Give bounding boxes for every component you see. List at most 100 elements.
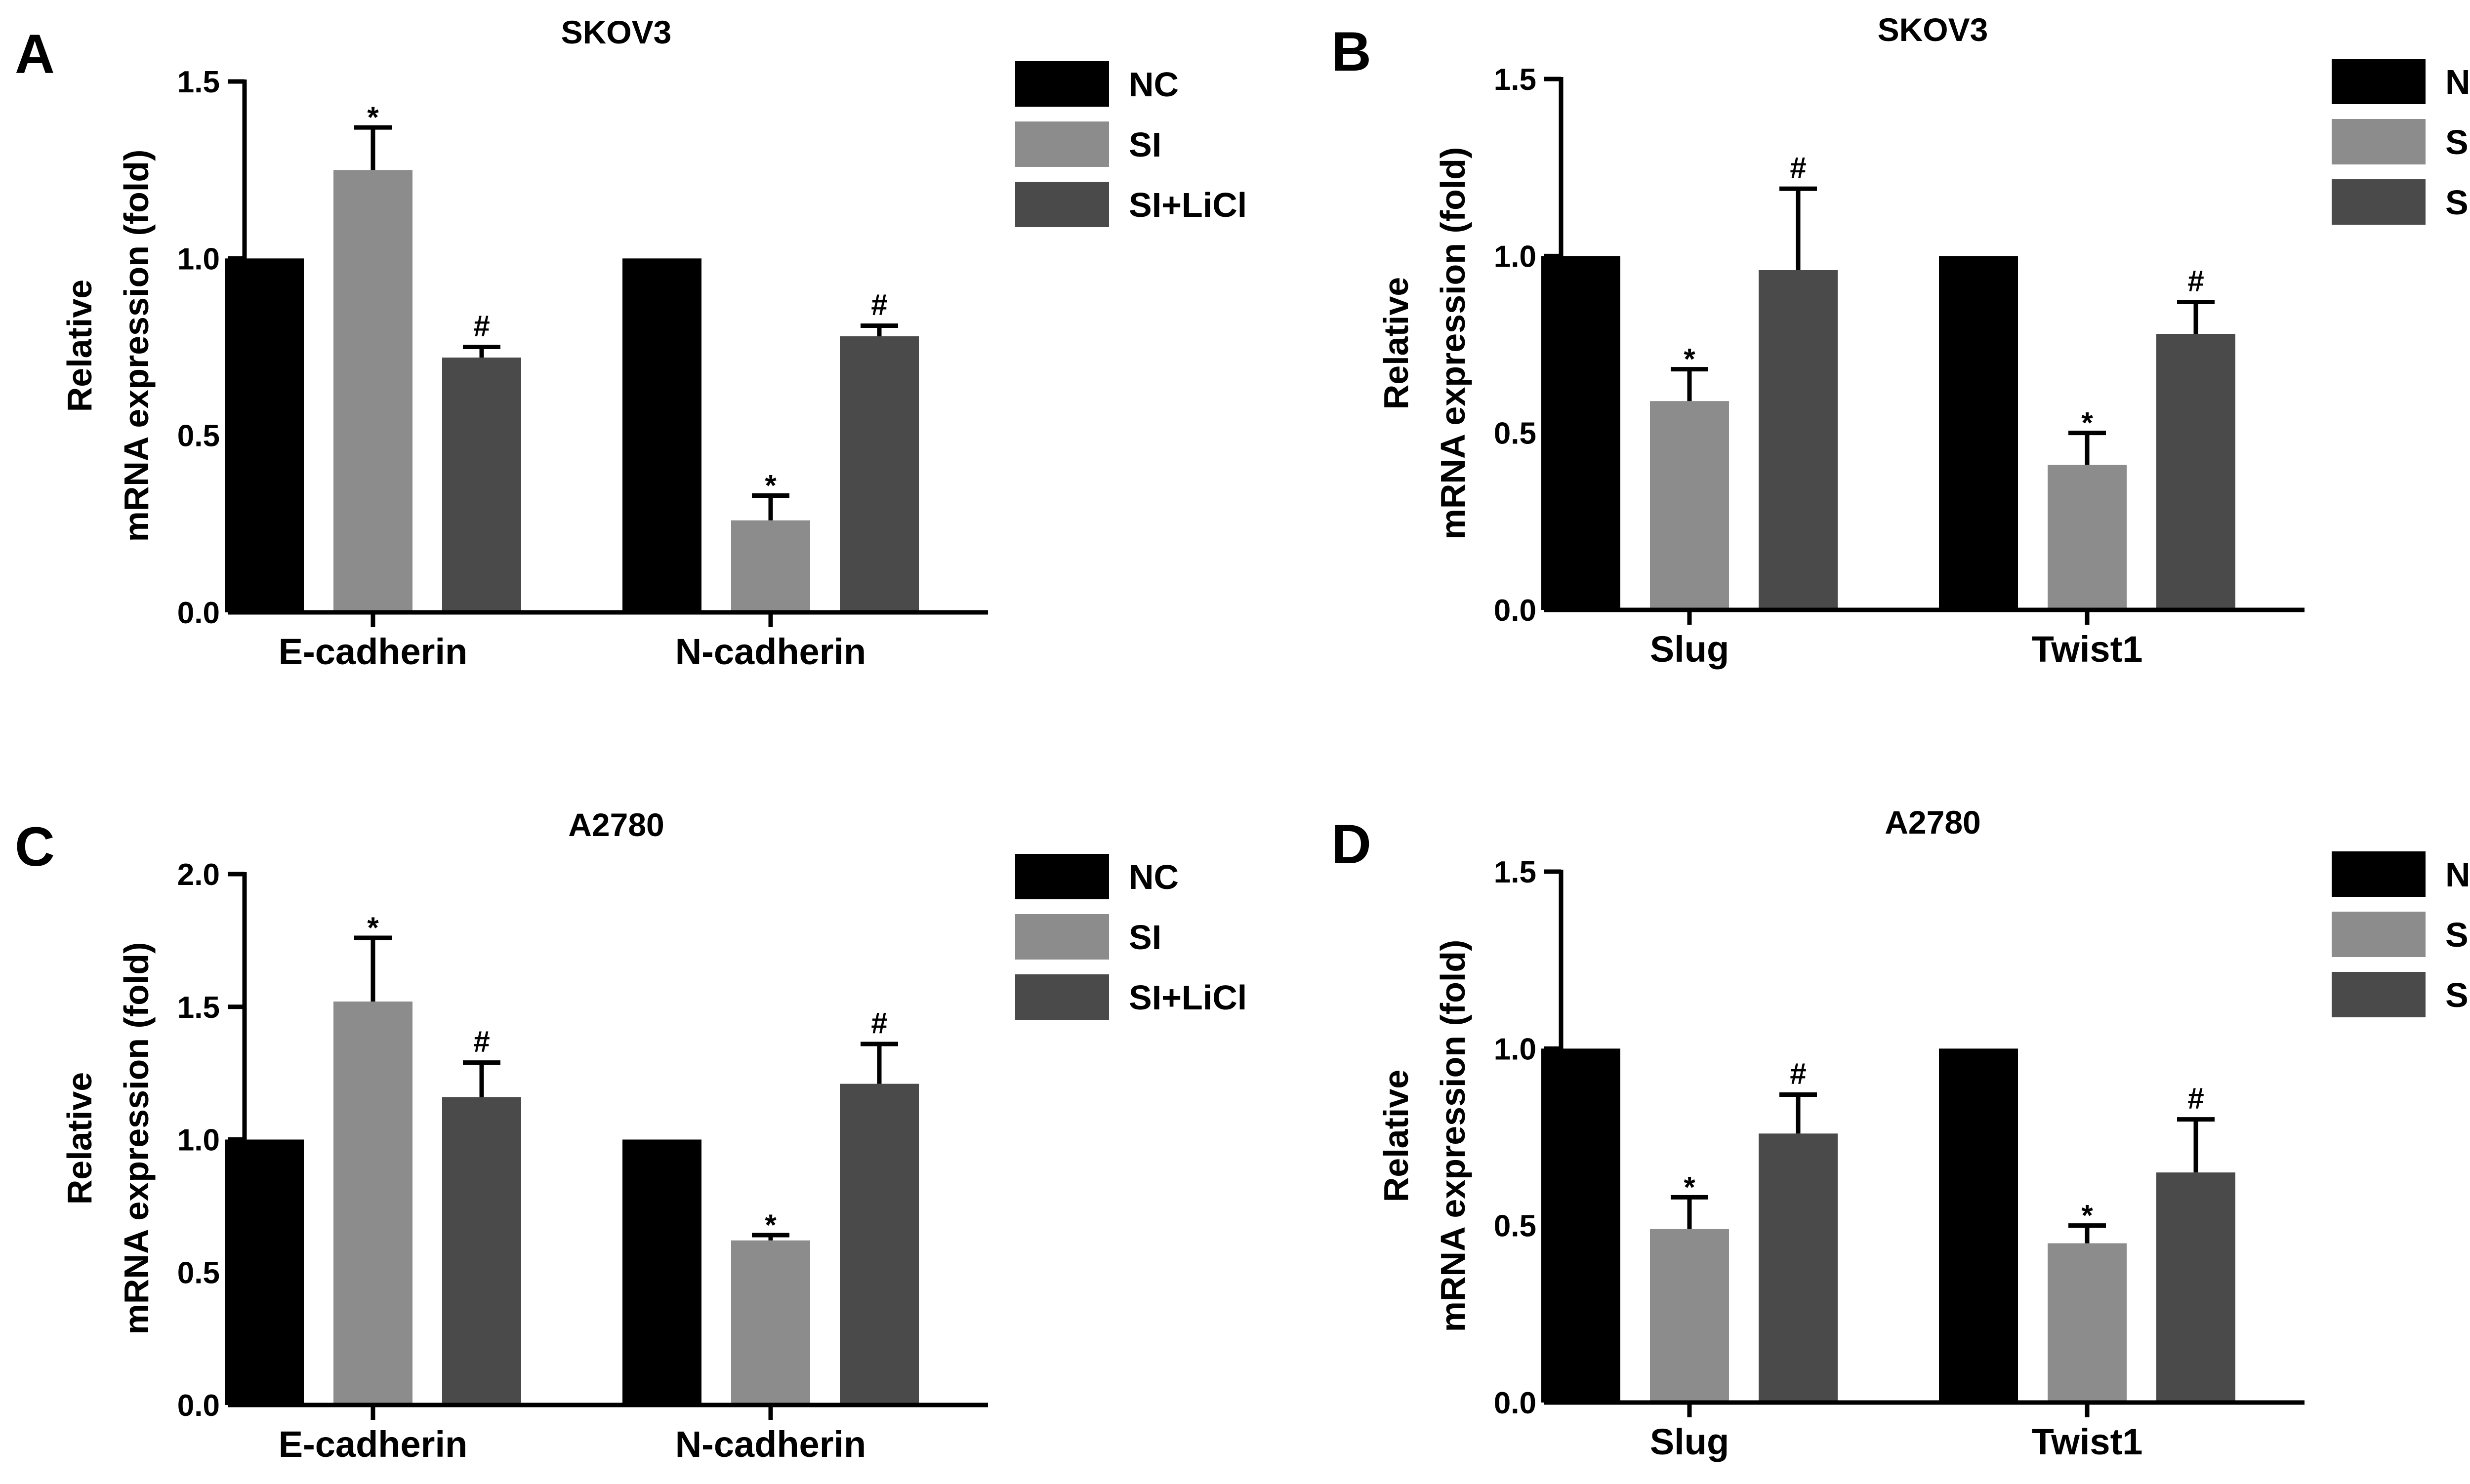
bar-si-licl-e-cadherin xyxy=(442,358,521,612)
y-tick-label: 1.0 xyxy=(1494,240,1536,274)
chart-title: A2780 xyxy=(1885,804,1981,841)
panel-letter: D xyxy=(1331,813,1371,875)
x-category-label: Slug xyxy=(1650,1421,1729,1462)
y-tick-label: 1.0 xyxy=(177,1123,220,1158)
significance-star: * xyxy=(1684,343,1695,376)
legend-label: SI+LiCl xyxy=(2445,183,2470,222)
y-axis-label-line2: mRNA expression (fold) xyxy=(1434,940,1472,1332)
y-tick-label: 0.5 xyxy=(177,1256,220,1290)
legend-swatch-si xyxy=(2332,119,2426,164)
bar-si-n-cadherin xyxy=(731,520,810,612)
legend-swatch-nc xyxy=(2332,851,2426,897)
y-tick-label: 0.0 xyxy=(1494,594,1536,628)
x-category-label: E-cadherin xyxy=(279,631,467,672)
y-axis-label-line1: Relative xyxy=(1377,277,1415,409)
bar-nc-twist1 xyxy=(1939,1048,2018,1403)
y-axis-label-line1: Relative xyxy=(1377,1070,1415,1202)
y-tick-label: 0.5 xyxy=(177,419,220,453)
panel-letter: C xyxy=(15,816,55,878)
bar-si-slug xyxy=(1650,1229,1729,1403)
significance-hash: # xyxy=(1790,1057,1806,1090)
legend-swatch-si-licl xyxy=(1015,182,1109,227)
bar-si-twist1 xyxy=(2048,1243,2127,1403)
panel-b: B SKOV3 Relative mRNA expression (fold) * # Sl… xyxy=(1331,11,2470,670)
y-tick-label: 0.5 xyxy=(1494,1209,1536,1243)
legend-swatch-si xyxy=(1015,121,1109,167)
y-tick-label: 0.5 xyxy=(1494,417,1536,451)
y-tick-label: 0.0 xyxy=(177,596,220,630)
significance-hash: # xyxy=(871,288,887,321)
panel-a: A SKOV3 Relative mRNA expression (fold) * # E-… xyxy=(15,14,1247,672)
bar-nc-n-cadherin xyxy=(622,1139,701,1405)
legend-label: SI xyxy=(1129,125,1161,164)
legend-swatch-si-licl xyxy=(2332,972,2426,1017)
y-tick-label: 1.5 xyxy=(177,991,220,1025)
bar-si-licl-twist1 xyxy=(2156,1172,2235,1403)
y-tick-label: 1.0 xyxy=(1494,1032,1536,1066)
x-category-label: Twist1 xyxy=(2032,1421,2143,1462)
legend-label: NC xyxy=(2445,855,2470,894)
bar-si-slug xyxy=(1650,401,1729,610)
legend-swatch-si-licl xyxy=(1015,974,1109,1020)
y-tick-label: 1.5 xyxy=(177,65,220,99)
x-category-label: N-cadherin xyxy=(675,1424,866,1465)
bar-nc-twist1 xyxy=(1939,256,2018,610)
x-category-label: Twist1 xyxy=(2032,629,2143,670)
significance-star: * xyxy=(2081,406,2093,440)
x-category-label: Slug xyxy=(1650,629,1729,670)
x-category-label: N-cadherin xyxy=(675,631,866,672)
significance-star: * xyxy=(765,469,777,502)
legend-label: SI+LiCl xyxy=(1129,978,1247,1017)
significance-star: * xyxy=(765,1208,777,1242)
legend-label: SI xyxy=(1129,918,1161,957)
legend-label: SI+LiCl xyxy=(1129,186,1247,224)
y-tick-label: 1.0 xyxy=(177,242,220,276)
legend-label: SI xyxy=(2445,123,2470,161)
panel-letter: B xyxy=(1331,21,1371,82)
significance-hash: # xyxy=(2187,265,2204,298)
bar-si-licl-e-cadherin xyxy=(442,1097,521,1405)
chart-title: A2780 xyxy=(568,806,664,843)
legend-label: NC xyxy=(2445,63,2470,101)
bar-si-licl-n-cadherin xyxy=(840,336,919,612)
significance-star: * xyxy=(1684,1170,1695,1203)
y-axis-label-line2: mRNA expression (fold) xyxy=(117,942,156,1335)
legend-swatch-si-licl xyxy=(2332,179,2426,225)
legend-label: NC xyxy=(1129,65,1179,104)
significance-star: * xyxy=(367,101,379,134)
bar-si-licl-slug xyxy=(1759,1133,1838,1403)
y-tick-label: 0.0 xyxy=(1494,1386,1536,1420)
legend-label: SI xyxy=(2445,916,2470,954)
panel-c: C A2780 Relative mRNA expression (fold) * # E-… xyxy=(15,806,1247,1465)
legend-swatch-si xyxy=(2332,912,2426,957)
chart-title: SKOV3 xyxy=(561,14,672,50)
significance-hash: # xyxy=(1790,151,1806,184)
significance-star: * xyxy=(2081,1199,2093,1232)
y-tick-label: 1.5 xyxy=(1494,63,1536,97)
x-category-label: E-cadherin xyxy=(279,1424,467,1465)
significance-hash: # xyxy=(473,310,490,343)
significance-hash: # xyxy=(473,1025,490,1058)
bar-si-e-cadherin xyxy=(333,1002,412,1405)
bar-nc-n-cadherin xyxy=(622,258,701,612)
significance-hash: # xyxy=(871,1006,887,1040)
bar-si-e-cadherin xyxy=(333,170,412,613)
bar-si-licl-slug xyxy=(1759,270,1838,610)
y-axis-label-line1: Relative xyxy=(60,1072,99,1204)
significance-hash: # xyxy=(2187,1082,2204,1115)
bar-si-n-cadherin xyxy=(731,1240,810,1405)
legend-swatch-nc xyxy=(1015,854,1109,899)
chart-title: SKOV3 xyxy=(1878,11,1988,48)
y-axis-label-line2: mRNA expression (fold) xyxy=(117,150,156,542)
bar-si-licl-n-cadherin xyxy=(840,1083,919,1405)
y-axis-label-line2: mRNA expression (fold) xyxy=(1434,147,1472,540)
bar-si-twist1 xyxy=(2048,465,2127,610)
legend-label: SI+LiCl xyxy=(2445,976,2470,1014)
bar-si-licl-twist1 xyxy=(2156,334,2235,610)
panel-letter: A xyxy=(15,23,55,85)
legend-swatch-nc xyxy=(2332,59,2426,104)
legend-label: NC xyxy=(1129,858,1179,896)
legend-swatch-nc xyxy=(1015,61,1109,107)
